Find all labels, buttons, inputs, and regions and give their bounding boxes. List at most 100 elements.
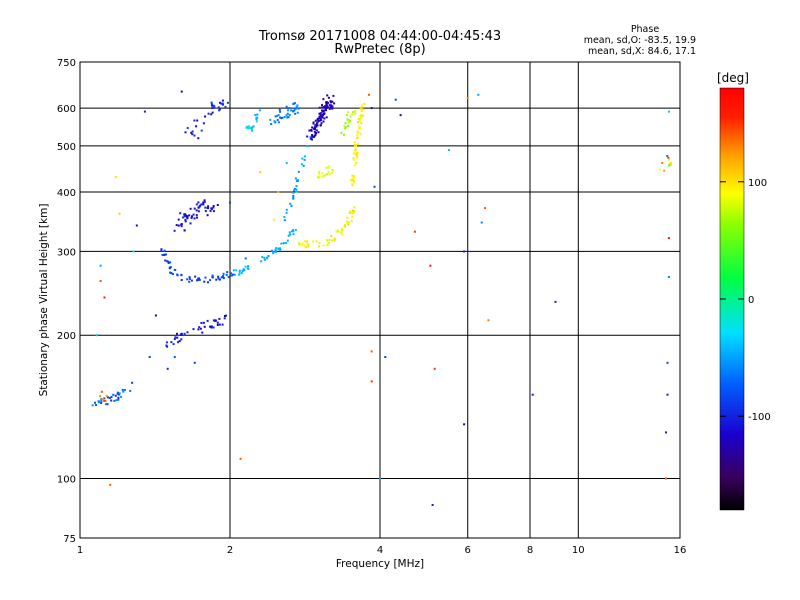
data-point (330, 104, 333, 107)
data-point (186, 216, 189, 219)
data-point (348, 212, 351, 214)
data-point (384, 356, 387, 358)
data-point (124, 389, 126, 391)
data-point (306, 145, 309, 148)
data-point (321, 106, 324, 109)
data-point (217, 275, 220, 278)
data-point (289, 202, 292, 205)
data-point (233, 273, 236, 276)
data-point (293, 102, 296, 105)
data-point (321, 109, 324, 112)
data-point (274, 121, 277, 124)
data-point (283, 116, 286, 118)
data-point (176, 336, 179, 339)
data-point (347, 121, 350, 124)
data-point (325, 109, 327, 112)
data-point (325, 103, 328, 106)
data-point (277, 114, 280, 117)
data-point (120, 395, 123, 398)
data-point (232, 269, 235, 272)
data-point (326, 94, 329, 97)
data-point (200, 129, 203, 132)
data-point (190, 216, 193, 219)
data-point (318, 119, 321, 122)
data-point (353, 206, 356, 209)
data-point (277, 121, 280, 124)
data-point (189, 222, 192, 225)
data-point (263, 258, 266, 261)
data-point (220, 102, 223, 105)
data-point (218, 323, 221, 326)
data-point (212, 206, 215, 209)
data-point (669, 161, 672, 164)
data-point (104, 403, 107, 406)
data-point (218, 278, 221, 281)
data-point (246, 267, 249, 270)
data-point (207, 281, 209, 284)
data-point (356, 134, 359, 137)
data-point (327, 101, 329, 104)
data-point (358, 117, 361, 120)
data-point (308, 129, 311, 132)
data-point (212, 210, 215, 213)
data-point (186, 331, 189, 334)
data-point (211, 111, 214, 114)
data-point (166, 260, 169, 263)
data-point (370, 380, 373, 383)
data-point (356, 156, 359, 159)
data-point (331, 171, 334, 174)
data-point (355, 161, 358, 164)
y-tick-label: 600 (57, 104, 76, 115)
data-point (666, 361, 669, 364)
data-point (315, 240, 318, 243)
data-point (278, 108, 281, 111)
data-point (665, 431, 667, 434)
gridlines (80, 62, 680, 538)
data-point (183, 215, 186, 218)
data-point (292, 189, 295, 192)
data-point (209, 209, 212, 212)
y-axis-ticks: 75 100 200 300 400 500 600 750 (57, 58, 76, 545)
data-point (201, 331, 204, 334)
x-tick-label: 8 (527, 545, 533, 556)
data-point (356, 130, 359, 133)
data-point (311, 134, 314, 136)
data-point (285, 211, 288, 214)
data-point (359, 114, 362, 117)
data-point (280, 242, 283, 245)
data-point (255, 116, 258, 119)
data-point (202, 203, 205, 206)
data-point (211, 107, 214, 110)
data-point (180, 225, 183, 228)
data-points (91, 90, 672, 506)
data-point (352, 157, 355, 159)
data-point (360, 116, 363, 118)
data-point (110, 399, 113, 402)
data-point (202, 321, 205, 324)
data-point (302, 164, 305, 167)
data-point (315, 132, 318, 134)
data-point (196, 279, 198, 282)
data-point (195, 203, 198, 206)
data-point (344, 225, 347, 228)
data-point (165, 344, 168, 347)
data-point (279, 110, 282, 113)
data-point (198, 326, 201, 329)
data-point (360, 106, 363, 109)
data-point (323, 105, 326, 108)
data-point (314, 134, 317, 137)
data-point (669, 163, 672, 166)
data-point (327, 171, 330, 174)
data-point (661, 162, 664, 164)
data-point (180, 223, 183, 226)
data-point (666, 155, 669, 157)
data-point (466, 97, 469, 99)
data-point (221, 102, 224, 105)
data-point (160, 248, 163, 251)
x-tick-label: 6 (465, 545, 471, 556)
data-point (429, 264, 432, 267)
data-point (210, 103, 213, 106)
data-point (241, 270, 244, 272)
data-point (100, 402, 103, 404)
